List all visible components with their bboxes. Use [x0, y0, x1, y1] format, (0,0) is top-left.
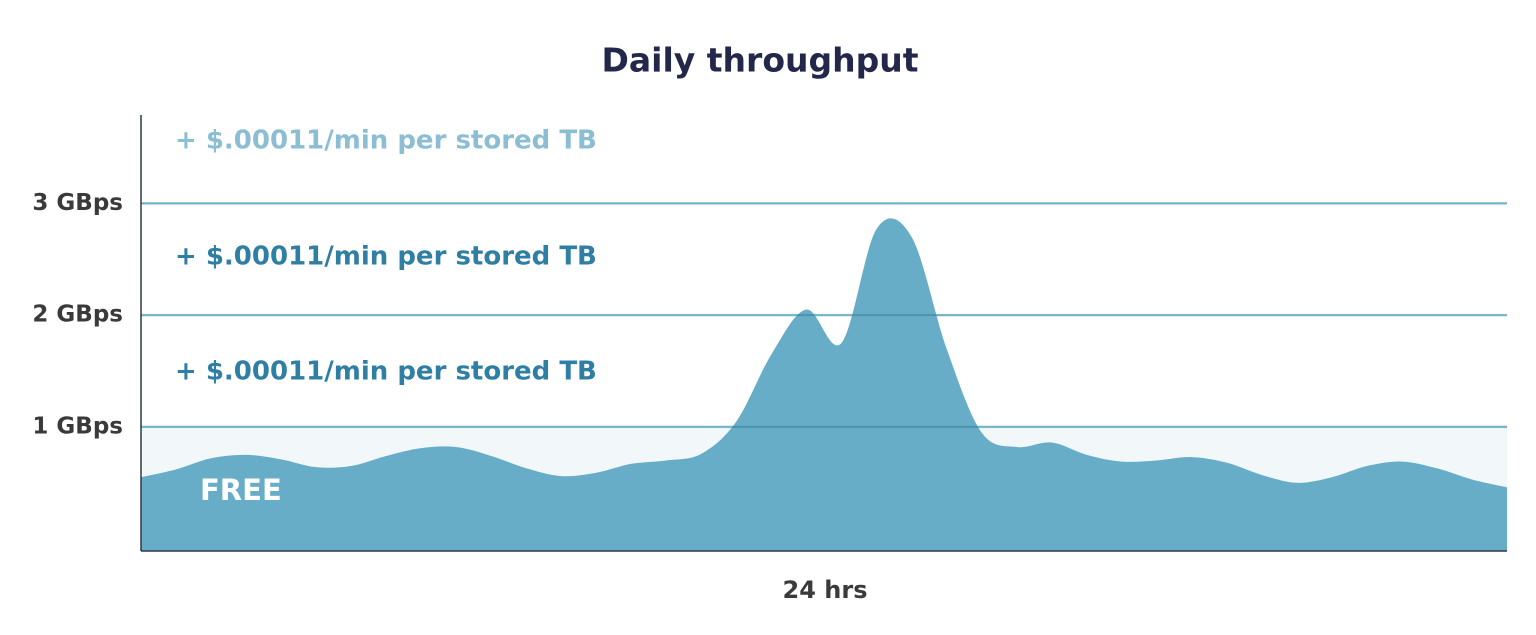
- y-tick-label: 2 GBps: [32, 302, 123, 328]
- x-axis-label: 24 hrs: [783, 576, 868, 604]
- y-tick-label: 3 GBps: [32, 190, 123, 216]
- band-annotation: + $.00011/min per stored TB: [175, 242, 597, 272]
- band-annotation: + $.00011/min per stored TB: [175, 357, 597, 387]
- y-tick-label: 1 GBps: [32, 413, 123, 439]
- band-annotation: + $.00011/min per stored TB: [175, 126, 597, 156]
- free-label: FREE: [200, 473, 282, 507]
- area: [141, 218, 1507, 551]
- chart-title: Daily throughput: [602, 41, 919, 80]
